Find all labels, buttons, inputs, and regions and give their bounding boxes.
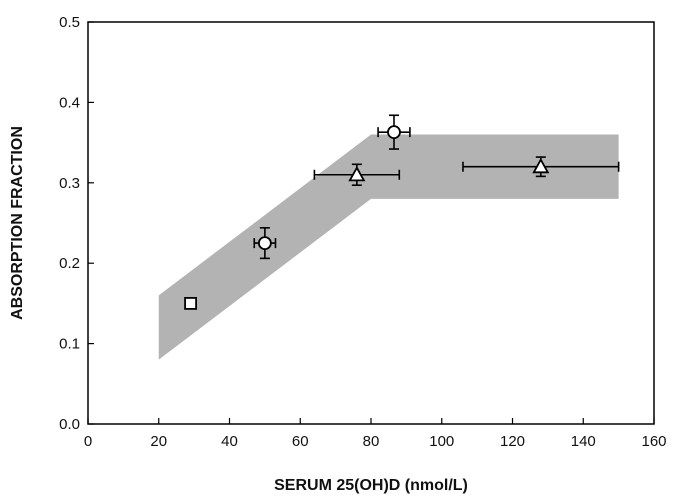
shaded-band: [158, 134, 619, 360]
data-point-circle: [257, 236, 272, 251]
x-tick-label: 40: [221, 433, 238, 450]
y-tick-label: 0.3: [59, 175, 80, 192]
x-tick-label: 160: [641, 433, 666, 450]
y-tick-label: 0.1: [59, 336, 80, 353]
plot-frame: [87, 21, 655, 425]
x-tick-label: 120: [500, 433, 525, 450]
x-tick-label: 20: [150, 433, 167, 450]
data-point-layer: [184, 125, 550, 310]
data-point-triangle: [532, 157, 550, 174]
y-tick-label: 0.2: [59, 255, 80, 272]
data-point-square: [184, 296, 197, 310]
y-tick-label: 0.5: [59, 14, 80, 31]
y-tick-label: 0.0: [59, 416, 80, 433]
data-point-circle: [387, 125, 401, 140]
x-tick-label: 140: [571, 433, 596, 450]
data-point-triangle: [348, 165, 366, 182]
x-axis-title: SERUM 25(OH)D (nmol/L): [274, 477, 468, 494]
x-tick-label: 100: [429, 433, 454, 450]
shaded-band-layer: [158, 134, 619, 360]
x-tick-label: 60: [292, 433, 309, 450]
x-tick-label: 0: [84, 433, 92, 450]
y-axis-title: ABSORPTION FRACTION: [9, 126, 26, 320]
y-tick-label: 0.4: [59, 94, 80, 111]
axis-tick-layer: 0 20 40 60 80 100 120 140 160 0.0 0.1 0.2 0.3 0.4 0.5: [59, 14, 666, 450]
x-tick-label: 80: [363, 433, 380, 450]
